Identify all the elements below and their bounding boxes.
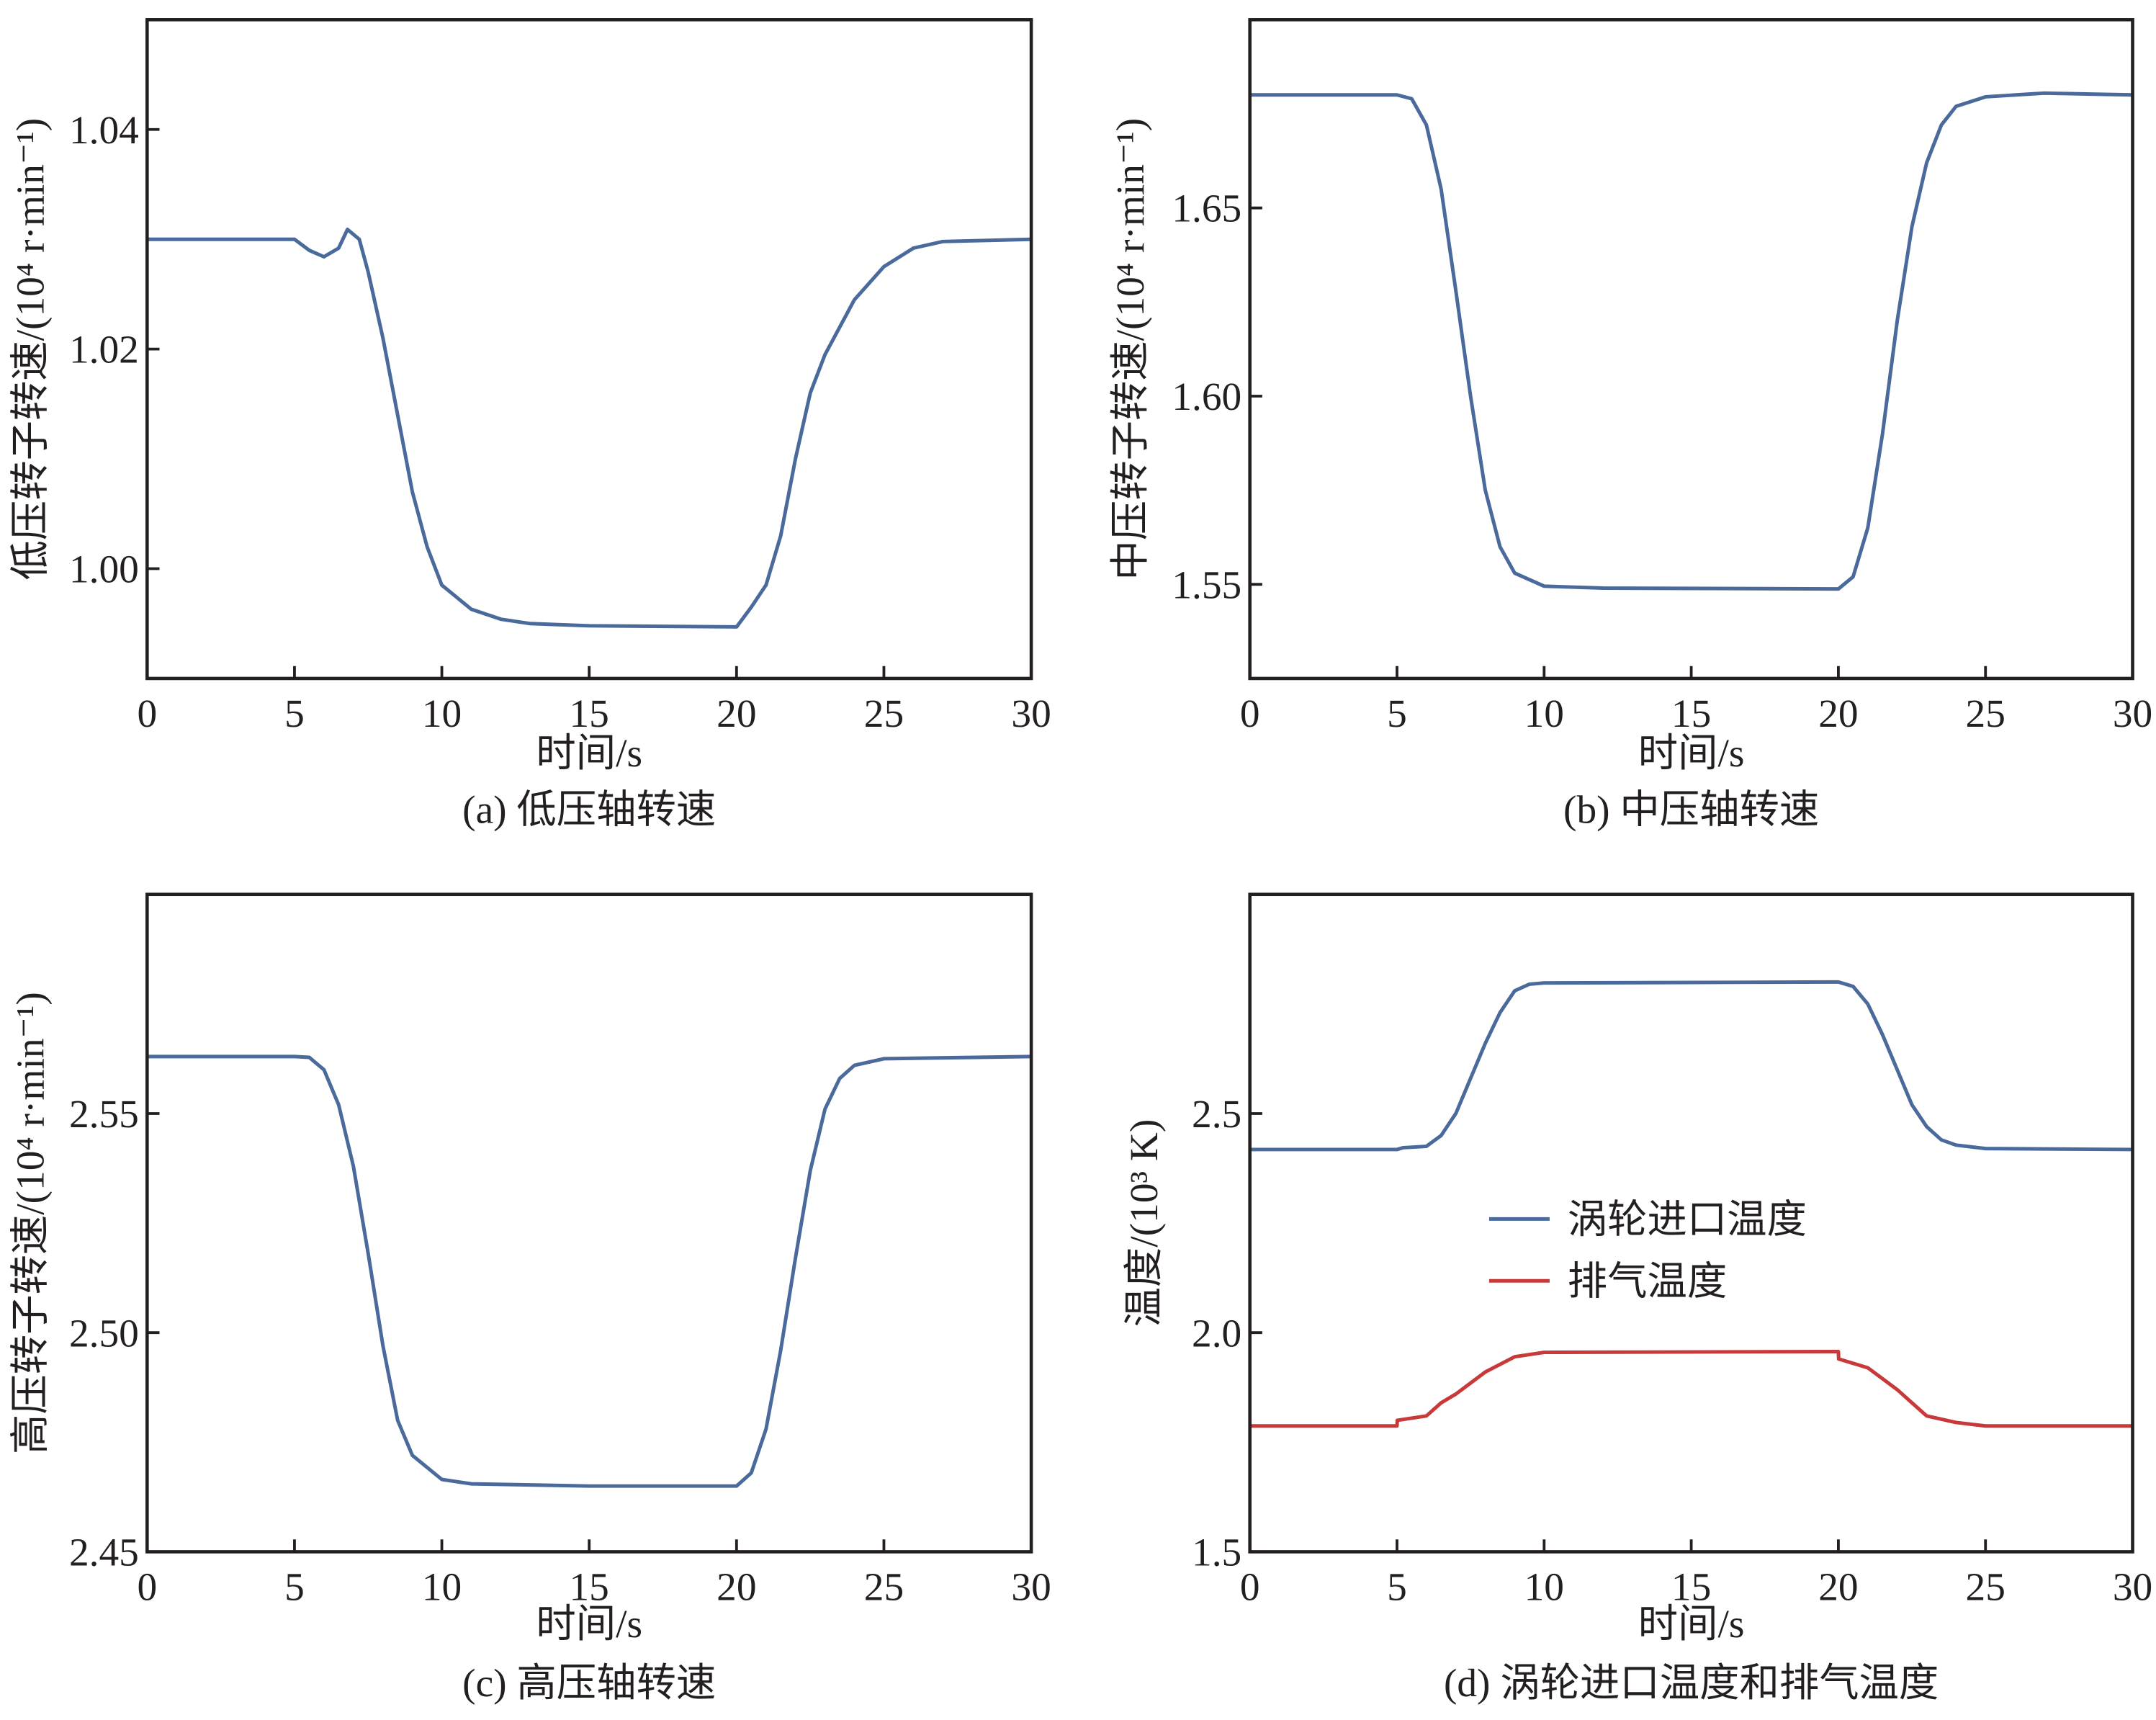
- x-tick-label: 30: [1011, 1564, 1051, 1608]
- x-tick-label: 20: [1818, 1564, 1858, 1608]
- x-tick-label: 10: [1524, 691, 1564, 735]
- x-tick-label: 10: [1524, 1564, 1564, 1608]
- chart-panel-d: 0 5 10 15 20 25 30 1.5 2.0 2.5 时间/s (d) 涡轮进口温度和排气温度…: [1122, 892, 2152, 1705]
- x-tick-label: 25: [864, 691, 904, 735]
- y-tick-label: 1.65: [1172, 187, 1241, 230]
- x-tick-label: 0: [137, 1564, 157, 1608]
- y-tick-label: 1.00: [69, 547, 139, 591]
- x-axis-title: 时间/s: [1638, 731, 1745, 775]
- chart-panel-c: 0 5 10 15 20 25 30 2.45 2.50 2.55 时间/s (c) 高压轴转速 高压转…: [9, 892, 1051, 1705]
- x-tick-label: 0: [137, 691, 157, 735]
- series-line-0: [1249, 980, 2133, 1152]
- panel-caption: (b) 中压轴转速: [1563, 787, 1819, 831]
- x-tick-label: 0: [1240, 1564, 1260, 1608]
- y-tick-label: 1.04: [69, 108, 139, 152]
- x-tick-label: 15: [570, 691, 609, 735]
- panel-caption: (d) 涡轮进口温度和排气温度: [1444, 1661, 1939, 1705]
- legend-label: 涡轮进口温度: [1568, 1197, 1807, 1241]
- series-line-0: [147, 1054, 1032, 1488]
- x-tick-label: 30: [2113, 1564, 2152, 1608]
- panel-caption: (a) 低压轴转速: [462, 787, 716, 831]
- x-axis-title: 时间/s: [536, 731, 642, 775]
- y-tick-label: 2.5: [1192, 1092, 1241, 1136]
- plot-frame: [145, 18, 1033, 681]
- series-line-1: [1249, 1349, 2133, 1428]
- x-tick-label: 25: [1966, 1564, 2005, 1608]
- plot-frame: [1248, 18, 2134, 681]
- x-tick-label: 20: [717, 1564, 756, 1608]
- x-tick-label: 15: [1671, 691, 1711, 735]
- plot-frame: [145, 892, 1033, 1554]
- x-tick-label: 5: [1387, 691, 1407, 735]
- x-axis-title: 时间/s: [536, 1602, 642, 1646]
- series-line-0: [1249, 91, 2133, 591]
- x-tick-label: 20: [1818, 691, 1858, 735]
- x-tick-label: 25: [1966, 691, 2005, 735]
- y-tick-label: 2.55: [69, 1092, 139, 1136]
- y-axis-title: 中压转子转速/(10⁴ r·min⁻¹): [1108, 118, 1152, 581]
- x-tick-label: 10: [422, 691, 462, 735]
- x-axis-title: 时间/s: [1638, 1602, 1745, 1646]
- legend-label: 排气温度: [1568, 1259, 1727, 1303]
- chart-panel-b: 0 5 10 15 20 25 30 1.55 1.60 1.65 时间/s (b) 中压轴转速 中压转…: [1108, 18, 2152, 831]
- x-tick-label: 15: [1671, 1564, 1711, 1608]
- y-tick-label: 1.5: [1192, 1531, 1241, 1575]
- x-tick-label: 20: [717, 691, 756, 735]
- y-tick-label: 1.55: [1172, 563, 1241, 606]
- x-tick-label: 10: [422, 1564, 462, 1608]
- y-axis-title: 低压转子转速/(10⁴ r·min⁻¹): [9, 118, 53, 581]
- y-tick-label: 2.45: [69, 1531, 139, 1575]
- x-tick-label: 30: [2113, 691, 2152, 735]
- y-axis-title: 温度/(10³ K): [1122, 1119, 1166, 1327]
- x-tick-label: 25: [864, 1564, 904, 1608]
- x-tick-label: 0: [1240, 691, 1260, 735]
- x-tick-label: 5: [284, 691, 305, 735]
- y-tick-label: 1.02: [69, 328, 139, 372]
- x-tick-label: 5: [284, 1564, 305, 1608]
- y-axis-title: 高压转子转速/(10⁴ r·min⁻¹): [9, 992, 53, 1454]
- x-tick-label: 30: [1011, 691, 1051, 735]
- panel-caption: (c) 高压轴转速: [462, 1661, 716, 1705]
- y-tick-label: 2.0: [1192, 1311, 1241, 1355]
- y-tick-label: 2.50: [69, 1311, 139, 1355]
- x-tick-label: 5: [1387, 1564, 1407, 1608]
- chart-panel-a: 0 5 10 15 20 25 30 1.00 1.02 1.04 时间/s (a) 低压轴转速 低压转…: [9, 18, 1051, 831]
- series-line-0: [147, 228, 1032, 629]
- y-tick-label: 1.60: [1172, 375, 1241, 418]
- x-tick-label: 15: [570, 1564, 609, 1608]
